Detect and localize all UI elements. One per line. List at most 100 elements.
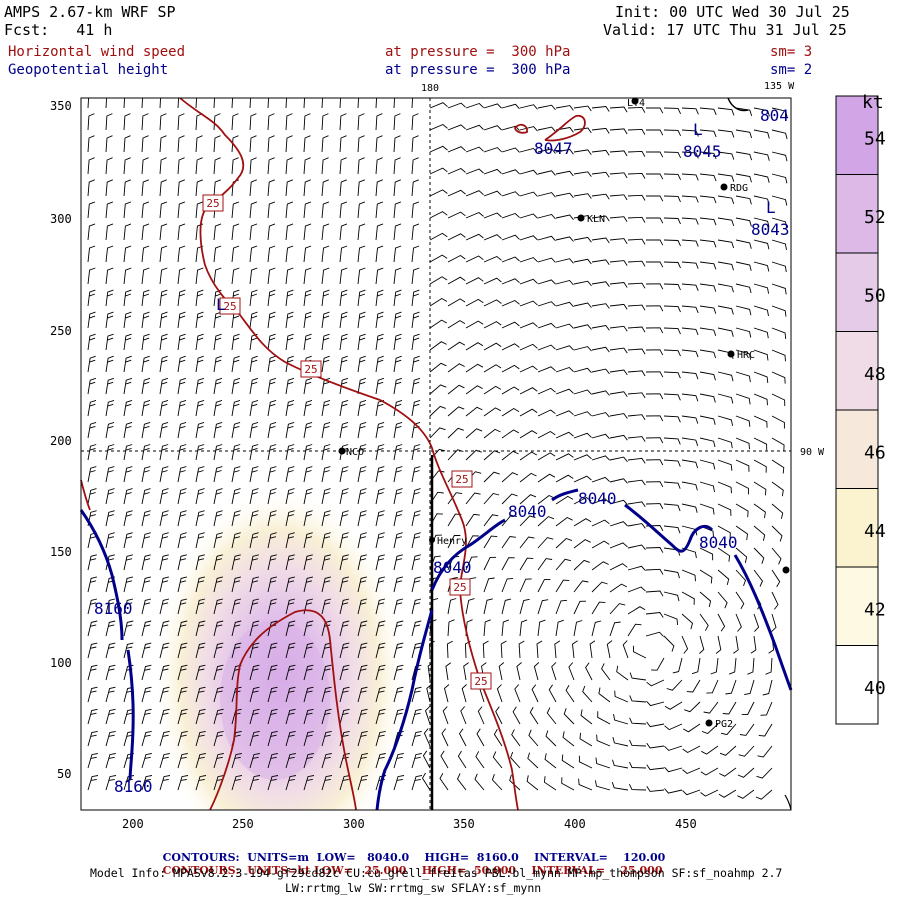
wind-barb bbox=[715, 635, 722, 654]
wind-barb bbox=[321, 267, 330, 285]
wind-barb bbox=[123, 576, 134, 593]
wind-barb bbox=[321, 245, 330, 263]
wind-barb bbox=[213, 686, 224, 703]
colorbar-tick-label: 50 bbox=[864, 286, 886, 307]
wind-barb bbox=[735, 547, 748, 564]
station-markers bbox=[338, 97, 790, 727]
wind-barb bbox=[375, 223, 384, 241]
wind-barb bbox=[616, 665, 629, 681]
wind-barb bbox=[753, 107, 770, 117]
wind-barb bbox=[411, 135, 419, 153]
colorbar-segment bbox=[836, 645, 878, 724]
wind-barb bbox=[249, 620, 260, 637]
wind-barb bbox=[519, 213, 538, 219]
wind-barb bbox=[303, 267, 312, 285]
wind-barb bbox=[537, 558, 553, 571]
wind-barb bbox=[303, 289, 312, 307]
wind-barb bbox=[509, 774, 521, 791]
wind-barb bbox=[177, 223, 186, 241]
wind-barb bbox=[664, 701, 683, 710]
wind-barb bbox=[105, 98, 108, 109]
wind-barb bbox=[213, 113, 221, 131]
wind-barb bbox=[699, 437, 716, 448]
wind-barb bbox=[609, 563, 628, 571]
wind-barb bbox=[285, 289, 294, 307]
wind-barb bbox=[195, 576, 206, 593]
wind-barb bbox=[645, 261, 664, 268]
wind-barb bbox=[339, 664, 350, 681]
wind-barb bbox=[87, 664, 98, 681]
wind-barb bbox=[447, 254, 466, 263]
wind-barb bbox=[87, 642, 98, 659]
wind-barb bbox=[375, 664, 386, 681]
wind-barb bbox=[249, 245, 258, 263]
wind-barb bbox=[357, 98, 360, 109]
wind-barb bbox=[195, 333, 204, 351]
wind-barb bbox=[375, 444, 385, 461]
wind-barb bbox=[591, 390, 610, 396]
wind-barb bbox=[231, 488, 241, 505]
field1-smooth: sm= 3 bbox=[770, 44, 813, 60]
wind-barb bbox=[627, 238, 646, 245]
wind-barb bbox=[681, 371, 699, 380]
wind-barb bbox=[123, 642, 134, 659]
wind-barb bbox=[213, 576, 224, 593]
wind-barb bbox=[614, 690, 629, 703]
wind-barb bbox=[651, 657, 665, 671]
wind-barb bbox=[627, 370, 646, 377]
wind-barb bbox=[771, 173, 788, 184]
wind-barb bbox=[585, 662, 593, 681]
wind-barb bbox=[627, 623, 642, 637]
wind-barb bbox=[537, 170, 556, 176]
wind-barb bbox=[582, 685, 593, 703]
wind-barb bbox=[141, 179, 149, 197]
wind-barb bbox=[753, 393, 768, 406]
wind-barb bbox=[339, 488, 349, 505]
wind-barb bbox=[249, 201, 258, 219]
wind-barb bbox=[699, 239, 717, 248]
wind-barb bbox=[357, 642, 368, 659]
wind-barb bbox=[375, 598, 386, 615]
wind-barb bbox=[609, 128, 628, 135]
wind-barb bbox=[609, 391, 628, 397]
wind-barb bbox=[321, 488, 331, 505]
wind-barb bbox=[771, 261, 787, 273]
wind-barb bbox=[512, 706, 521, 725]
wind-barb bbox=[663, 239, 681, 247]
wind-barb bbox=[595, 757, 611, 769]
wind-barb bbox=[771, 503, 784, 519]
wind-barb bbox=[646, 721, 665, 728]
wind-barb bbox=[609, 106, 628, 113]
contour-label: CONTOURS: bbox=[162, 851, 240, 864]
y-tick-label: 50 bbox=[57, 767, 71, 781]
wind-barb bbox=[527, 752, 539, 769]
wind-barb bbox=[501, 407, 520, 417]
wind-barb bbox=[285, 113, 293, 131]
wind-barb bbox=[393, 98, 396, 109]
speed-label-box bbox=[449, 578, 471, 596]
wind-barb bbox=[753, 239, 770, 250]
height-label: 8043 bbox=[751, 220, 790, 239]
wind-barb bbox=[411, 620, 422, 637]
wind-barb bbox=[737, 789, 755, 799]
wind-barb bbox=[663, 173, 682, 180]
wind-barb bbox=[663, 393, 681, 401]
wind-barb bbox=[321, 753, 332, 769]
wind-barb bbox=[465, 449, 482, 461]
wind-barb bbox=[483, 147, 502, 153]
station-PG2-dot bbox=[705, 719, 713, 727]
wind-barb bbox=[537, 148, 556, 154]
wind-barb bbox=[551, 662, 557, 681]
wind-barb bbox=[429, 189, 448, 197]
wind-barb bbox=[321, 775, 333, 791]
wind-barb bbox=[744, 679, 755, 696]
wind-barb bbox=[465, 428, 483, 439]
wind-barb bbox=[141, 157, 149, 175]
wind-barb bbox=[681, 239, 699, 247]
wind-barb bbox=[537, 452, 556, 461]
wind-barb bbox=[465, 255, 484, 263]
station-RDG-dot bbox=[720, 183, 728, 191]
wind-barb bbox=[663, 459, 681, 467]
wind-barb bbox=[339, 377, 349, 395]
wind-barb bbox=[393, 686, 404, 703]
